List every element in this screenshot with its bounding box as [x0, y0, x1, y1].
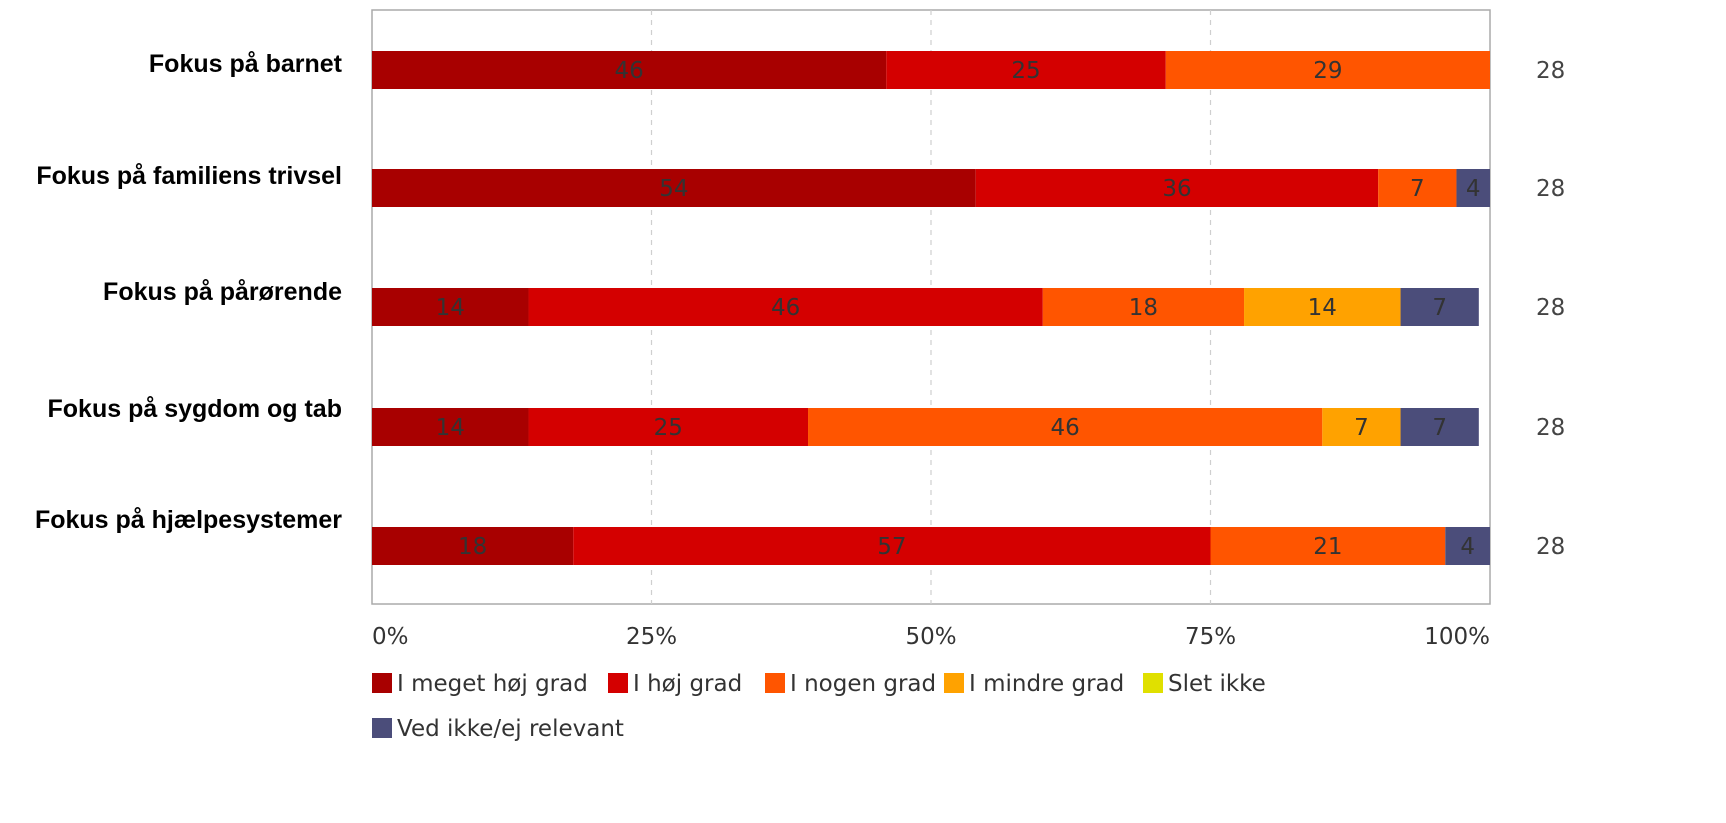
- legend-label: I nogen grad: [790, 671, 936, 697]
- category-label: Fokus på pårørende: [103, 278, 342, 306]
- data-label: 46: [1051, 415, 1080, 441]
- n-value-label: 28: [1536, 58, 1565, 84]
- data-label: 21: [1313, 534, 1342, 560]
- data-label: 7: [1432, 415, 1447, 441]
- bar-segment-i-meget-hoj-grad: [372, 169, 976, 207]
- bar-segment-i-hoj-grad: [886, 51, 1166, 89]
- data-label: 18: [458, 534, 487, 560]
- data-label: 4: [1460, 534, 1475, 560]
- bar-segment-i-hoj-grad: [528, 408, 809, 446]
- category-label: Fokus på hjælpesystemer: [35, 506, 342, 534]
- n-value-label: 28: [1536, 534, 1565, 560]
- data-label: 36: [1162, 176, 1191, 202]
- legend-swatch-slet-ikke: [1143, 673, 1163, 693]
- data-label: 25: [1011, 58, 1040, 84]
- x-tick-label: 75%: [1185, 624, 1236, 650]
- bar-segment-i-nogen-grad: [1378, 169, 1457, 207]
- bar-segment-i-nogen-grad: [808, 408, 1323, 446]
- category-label: Fokus på familiens trivsel: [36, 162, 342, 190]
- legend-label: I mindre grad: [969, 671, 1124, 697]
- bar-segment-i-nogen-grad: [1210, 527, 1446, 565]
- data-label: 54: [659, 176, 688, 202]
- legend-swatch-i-mindre-grad: [944, 673, 964, 693]
- bar-segment-ved-ikke-ej-relevant: [1456, 169, 1490, 207]
- bar-segment-i-mindre-grad: [1244, 288, 1401, 326]
- data-label: 46: [614, 58, 643, 84]
- x-tick-label: 0%: [372, 624, 409, 650]
- bar-segment-i-mindre-grad: [1322, 408, 1401, 446]
- bar-segment-i-hoj-grad: [573, 527, 1211, 565]
- bar-segment-ved-ikke-ej-relevant: [1400, 408, 1479, 446]
- bar-segment-i-meget-hoj-grad: [372, 527, 574, 565]
- legend-label: Slet ikke: [1168, 671, 1266, 697]
- n-value-label: 28: [1536, 295, 1565, 321]
- bar-segment-i-nogen-grad: [1165, 51, 1490, 89]
- legend-swatch-ved-ikke-ej-relevant: [372, 718, 392, 738]
- n-value-label: 28: [1536, 176, 1565, 202]
- data-label: 25: [654, 415, 683, 441]
- data-label: 29: [1313, 58, 1342, 84]
- x-tick-label: 50%: [905, 624, 956, 650]
- bar-segment-i-hoj-grad: [975, 169, 1379, 207]
- n-value-label: 28: [1536, 415, 1565, 441]
- x-tick-label: 25%: [626, 624, 677, 650]
- legend-swatch-i-meget-hoj-grad: [372, 673, 392, 693]
- bar-segment-ved-ikke-ej-relevant: [1400, 288, 1479, 326]
- x-tick-label: 100%: [1424, 624, 1490, 650]
- data-label: 57: [877, 534, 906, 560]
- category-label: Fokus på barnet: [149, 50, 343, 78]
- data-label: 18: [1129, 295, 1158, 321]
- category-label: Fokus på sygdom og tab: [48, 395, 342, 423]
- bar-segment-i-nogen-grad: [1042, 288, 1245, 326]
- legend-label: Ved ikke/ej relevant: [397, 716, 624, 742]
- data-label: 14: [1308, 295, 1337, 321]
- bar-segment-ved-ikke-ej-relevant: [1445, 527, 1490, 565]
- data-label: 14: [436, 415, 465, 441]
- data-label: 7: [1432, 295, 1447, 321]
- bar-segment-i-hoj-grad: [528, 288, 1043, 326]
- bar-segment-i-meget-hoj-grad: [372, 408, 529, 446]
- legend-label: I høj grad: [633, 671, 742, 697]
- legend-swatch-i-hoj-grad: [608, 673, 628, 693]
- data-label: 4: [1466, 176, 1481, 202]
- bar-segment-i-meget-hoj-grad: [372, 288, 529, 326]
- data-label: 7: [1354, 415, 1369, 441]
- data-label: 46: [771, 295, 800, 321]
- legend-label: I meget høj grad: [397, 671, 588, 697]
- legend-swatch-i-nogen-grad: [765, 673, 785, 693]
- bar-segment-i-meget-hoj-grad: [372, 51, 887, 89]
- data-label: 14: [436, 295, 465, 321]
- data-label: 7: [1410, 176, 1425, 202]
